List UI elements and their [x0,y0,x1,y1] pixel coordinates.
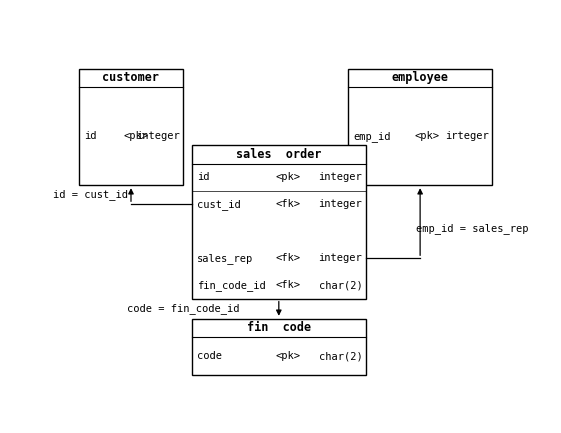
Text: cust_id: cust_id [197,199,241,210]
Text: <pk>: <pk> [415,131,440,141]
Text: id = cust_id: id = cust_id [53,189,128,200]
Text: integer: integer [319,199,362,209]
Text: emp_id = sales_rep: emp_id = sales_rep [416,223,528,234]
Text: integer: integer [319,172,362,182]
Text: sales_rep: sales_rep [197,253,254,264]
Text: emp_id: emp_id [353,131,391,142]
Text: customer: customer [103,71,159,84]
Bar [192,319,366,375]
Text: integer: integer [136,131,180,141]
Text: <pk>: <pk> [275,351,300,361]
Bar [348,68,492,185]
Text: fin  code: fin code [247,321,311,334]
Bar [192,145,366,299]
Text: <pk>: <pk> [124,131,149,141]
Text: <fk>: <fk> [275,280,300,290]
Text: code = fin_code_id: code = fin_code_id [127,303,239,314]
Bar [79,68,183,185]
Text: <fk>: <fk> [275,199,300,209]
Text: char(2): char(2) [319,351,362,361]
Text: code: code [197,351,222,361]
Text: char(2): char(2) [319,280,362,290]
Text: <pk>: <pk> [275,172,300,182]
Text: <fk>: <fk> [275,253,300,263]
Text: irteger: irteger [445,131,489,141]
Text: id: id [84,131,96,141]
Text: fin_code_id: fin_code_id [197,280,266,291]
Text: sales  order: sales order [236,148,321,161]
Text: employee: employee [392,71,449,84]
Text: integer: integer [319,253,362,263]
Text: id: id [197,172,210,182]
